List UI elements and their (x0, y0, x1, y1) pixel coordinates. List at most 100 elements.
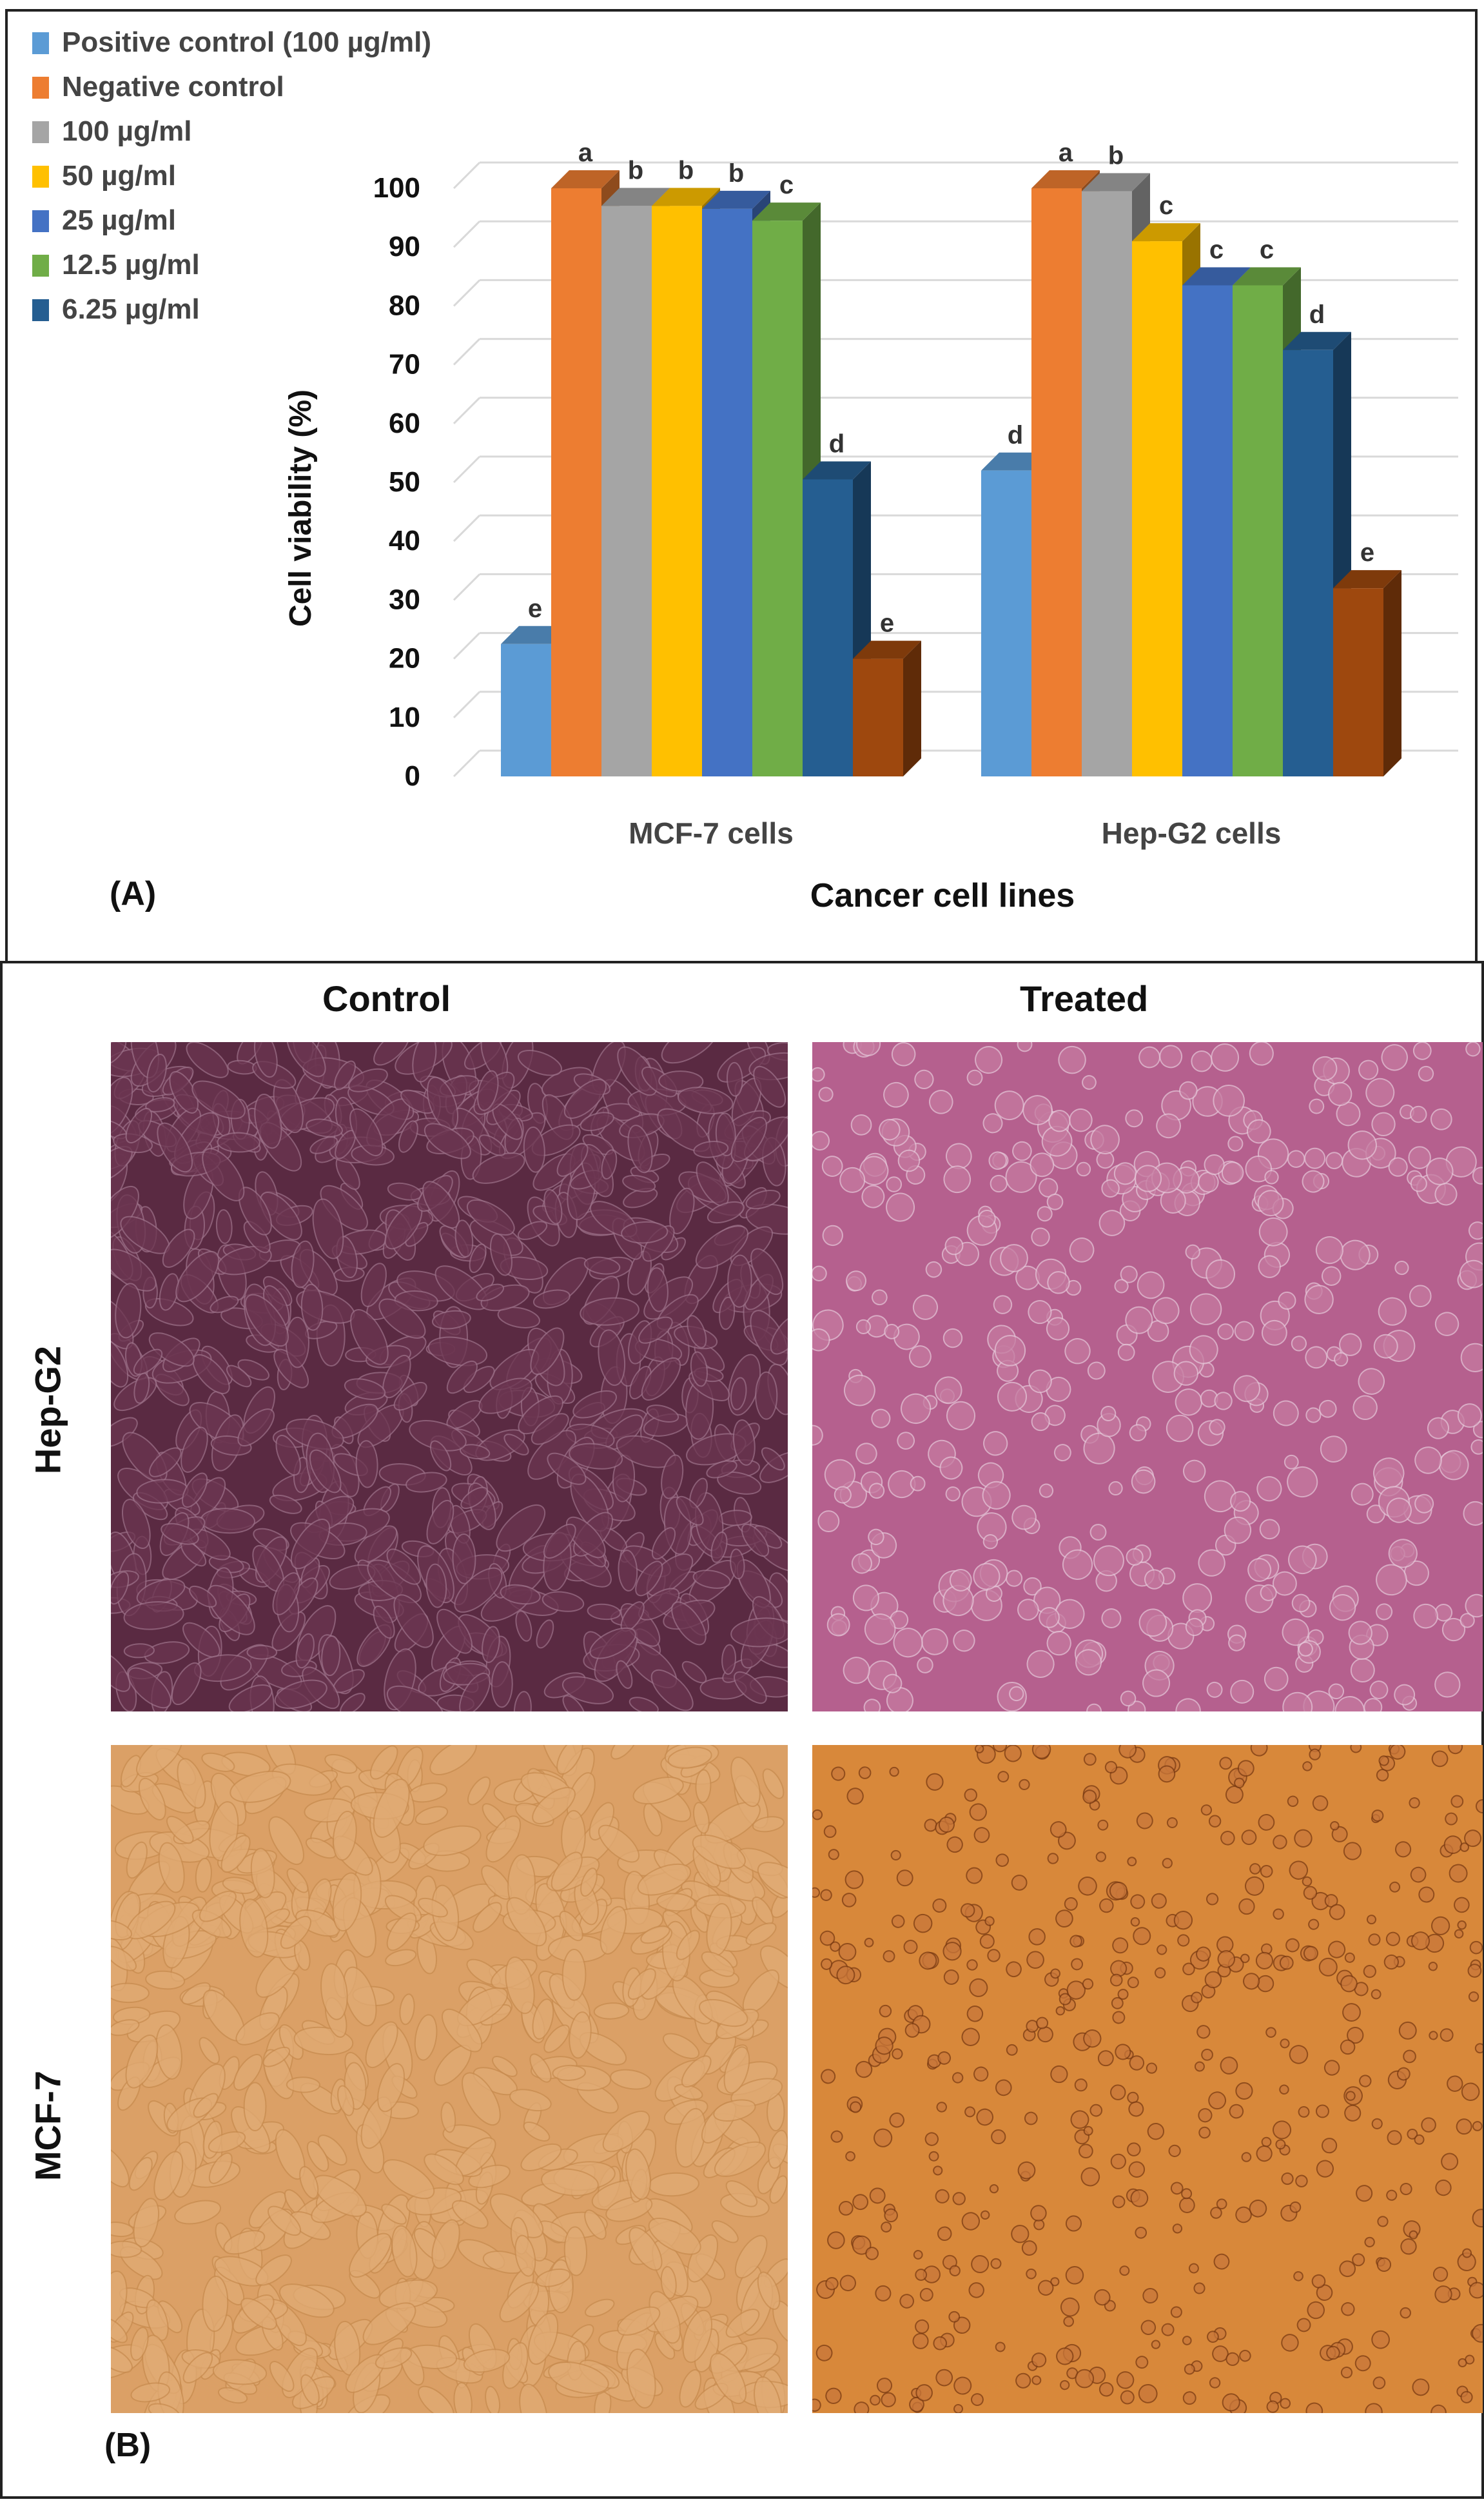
cell (1468, 1221, 1483, 1240)
cell (1258, 1217, 1288, 1247)
cell (1250, 1745, 1268, 1757)
grid-diagonal-90 (453, 221, 481, 248)
cell (1344, 1952, 1355, 1963)
bar (853, 658, 903, 776)
cell (966, 1959, 978, 1971)
cell (933, 2336, 948, 2351)
cell (1098, 1210, 1126, 1236)
cell (1414, 2134, 1425, 2145)
cell (1182, 2391, 1196, 2405)
cell (1308, 1918, 1320, 1930)
cell (971, 2255, 990, 2274)
cell (1109, 1881, 1128, 1900)
cell (1316, 2160, 1334, 2178)
cell (640, 1925, 670, 1944)
cell (423, 1825, 482, 1857)
cell (552, 2064, 586, 2081)
cell (442, 2008, 483, 2053)
legend-label: 25 µg/ml (62, 204, 176, 236)
cell (1249, 2199, 1267, 2218)
cell (491, 1661, 513, 1708)
cell (1039, 1607, 1060, 1628)
cell (520, 2143, 562, 2171)
y-tick-label: 90 (389, 231, 420, 262)
bar (702, 208, 752, 776)
cell (890, 1849, 901, 1861)
cell (901, 1393, 932, 1424)
cell (1086, 1703, 1102, 1711)
cell (1298, 1641, 1313, 1657)
cell (874, 2128, 893, 2147)
cell (191, 1080, 246, 1119)
cell (997, 1381, 1028, 1412)
cell (217, 2387, 248, 2404)
cell (846, 1270, 867, 1292)
cell (1432, 2267, 1449, 2282)
cell (1273, 2120, 1292, 2140)
cell (290, 1519, 331, 1570)
cell (499, 2282, 540, 2323)
cell (543, 1523, 576, 1559)
cell (1026, 1650, 1055, 1678)
cell (1058, 1045, 1086, 1074)
cell (1213, 1085, 1245, 1117)
cell (1441, 2153, 1459, 2171)
cell (459, 1672, 491, 1711)
cell (904, 2023, 920, 2038)
cell (815, 2344, 833, 2361)
cell (551, 1851, 583, 1891)
cell (1386, 2189, 1398, 2201)
cell (207, 1584, 255, 1635)
cell (1257, 1190, 1284, 1217)
cell (530, 1327, 565, 1375)
cell (730, 1116, 767, 1163)
cell (569, 2011, 592, 2059)
cell (926, 1773, 944, 1791)
y-tick-label: 100 (373, 172, 420, 204)
cell (1307, 2301, 1325, 2320)
cell (115, 1283, 142, 1339)
cell (1204, 1154, 1225, 1176)
cell (1005, 1570, 1023, 1587)
cell (730, 1617, 788, 1648)
cell (637, 1863, 692, 1896)
cell (997, 1771, 1010, 1783)
cell (921, 1628, 948, 1655)
cell (1129, 2055, 1145, 2071)
cell (881, 2222, 892, 2233)
cell (1244, 1876, 1264, 1896)
cell (629, 1697, 659, 1711)
cell (843, 1374, 875, 1406)
cell (942, 1942, 962, 1961)
cell (1328, 1683, 1345, 1700)
cell (1037, 1206, 1053, 1222)
cell (1060, 2380, 1070, 2391)
cell (212, 2359, 268, 2385)
cell (136, 1745, 182, 1778)
cell (1097, 2050, 1114, 2067)
cell (1225, 2352, 1240, 2366)
cell (1434, 1312, 1460, 1336)
bar (752, 221, 803, 776)
micrograph-background (812, 1745, 1483, 2413)
cell (852, 2194, 869, 2211)
cell (1305, 1346, 1328, 1369)
cell (1070, 2110, 1089, 2129)
cell (148, 1332, 195, 1367)
bar (1283, 350, 1333, 776)
cell (386, 1548, 422, 1585)
cell (111, 1076, 133, 1136)
cell (1303, 1946, 1318, 1961)
cell (1137, 1271, 1165, 1299)
cell (864, 1613, 896, 1645)
cell (1082, 1978, 1094, 1990)
cell (1235, 2082, 1253, 2100)
cell (651, 1527, 676, 1560)
cell (1115, 2044, 1131, 2060)
cell (1288, 1545, 1317, 1575)
cell (1459, 1259, 1483, 1288)
cell (650, 1669, 694, 1711)
cell (1421, 2117, 1436, 2133)
cell (268, 1816, 304, 1866)
cell (695, 1769, 712, 1804)
